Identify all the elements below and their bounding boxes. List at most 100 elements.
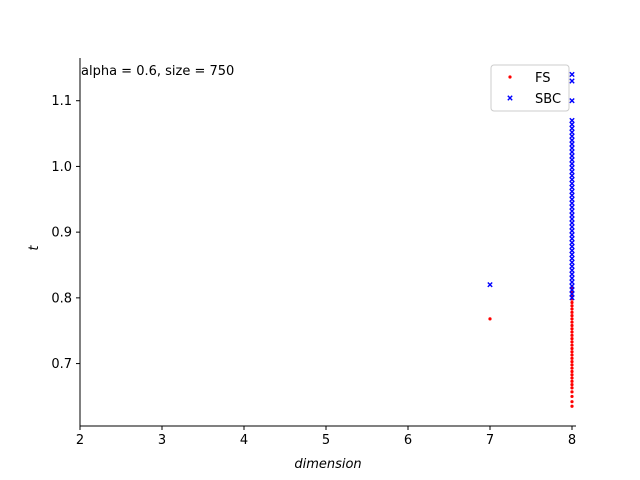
marker-stroke [569,117,575,124]
data-point-sbc [569,145,575,151]
data-point-fs [570,386,574,390]
data-point-sbc [569,287,575,293]
marker-stroke [569,243,575,250]
marker-stroke [569,71,575,78]
data-point-fs [570,317,574,321]
data-point-sbc [569,291,575,297]
marker-stroke [569,157,575,163]
data-point-sbc [569,188,575,195]
y-tick-label: 1.0 [51,160,72,175]
y-tick-label: 0.7 [51,357,72,372]
marker-stroke [569,200,575,206]
x-tick-label: 3 [158,433,166,448]
marker-stroke [569,212,575,218]
legend-marker-fs [508,75,512,79]
legend: FS SBC [490,64,570,112]
data-point-fs [570,330,574,334]
marker-stroke [569,125,575,132]
marker-stroke [569,172,575,179]
legend-marker-sbc [507,95,513,101]
marker-stroke [569,283,575,289]
data-point-fs [570,333,574,337]
marker-stroke [569,141,575,147]
data-point-sbc [569,204,575,210]
data-point-fs [570,323,574,328]
marker-stroke [569,153,575,159]
data-point-fs [570,304,574,308]
marker-stroke [569,133,575,139]
marker-stroke [507,95,513,101]
x-tick-label: 6 [404,433,412,448]
x-tick-label: 2 [76,433,84,448]
data-point-sbc [569,216,575,222]
legend-label-sbc: SBC [535,92,561,107]
data-point-sbc [569,228,575,234]
x-tick-label: 8 [568,433,576,448]
y-tick-label: 0.8 [51,291,72,306]
data-point-sbc [569,153,575,159]
data-point-sbc [569,117,575,124]
marker-stroke [569,145,575,151]
data-point-fs [570,400,574,404]
data-point-sbc [569,208,575,214]
marker-stroke [569,180,575,187]
data-point-fs [570,373,574,377]
y-axis-label: t [27,245,42,251]
data-point-sbc [569,232,575,238]
marker-stroke [569,220,575,226]
marker-stroke [569,247,575,254]
data-point-fs [570,356,574,360]
data-point-sbc [569,200,575,206]
data-point-sbc [569,133,575,139]
data-point-fs [570,350,574,354]
marker-stroke [569,137,575,143]
marker-stroke [569,251,575,258]
data-point-fs [570,394,574,399]
axes: 2 3 4 5 6 7 8 0.7 0.8 0.9 1.0 1.1 dimension t alpha = … [27,58,576,472]
marker-stroke [569,295,575,301]
data-point-fs [488,317,492,321]
data-point-sbc [569,98,575,104]
marker-stroke [569,78,575,84]
marker-stroke [569,161,575,167]
data-point-sbc [569,267,575,273]
marker-stroke [569,275,575,281]
data-point-fs [570,404,574,408]
x-axis-label: dimension [294,457,361,472]
data-point-sbc [569,180,575,187]
data-point-sbc [569,212,575,218]
data-point-sbc [569,236,575,242]
data-point-sbc [569,149,575,155]
x-tick-label: 5 [322,433,330,448]
data-point-fs [570,314,574,318]
marker-stroke [569,236,575,242]
x-tick-label: 4 [240,433,248,448]
marker-stroke [569,263,575,270]
data-point-sbc [569,78,575,84]
data-point-sbc [569,295,575,301]
data-point-sbc [569,259,575,266]
parameter-annotation: alpha = 0.6, size = 750 [81,64,234,79]
data-point-sbc [487,282,493,288]
marker-stroke [569,279,575,285]
marker-stroke [569,176,575,183]
data-point-fs [570,340,574,344]
y-tick-label: 0.9 [51,226,72,241]
data-point-sbc [569,176,575,183]
data-point-sbc [569,192,575,199]
marker-stroke [569,188,575,195]
data-point-sbc [569,141,575,147]
data-point-fs [570,310,574,314]
data-point-sbc [569,161,575,167]
data-point-fs [570,300,574,305]
data-point-fs [570,343,574,347]
x-tick-label: 7 [486,433,494,448]
data-point-fs [570,320,574,324]
marker-stroke [569,149,575,155]
data-point-fs [570,346,574,351]
y-tick-label: 1.1 [51,94,72,109]
data-point-fs [570,353,574,357]
marker-stroke [569,208,575,214]
marker-stroke [569,129,575,135]
data-point-fs [570,369,574,374]
